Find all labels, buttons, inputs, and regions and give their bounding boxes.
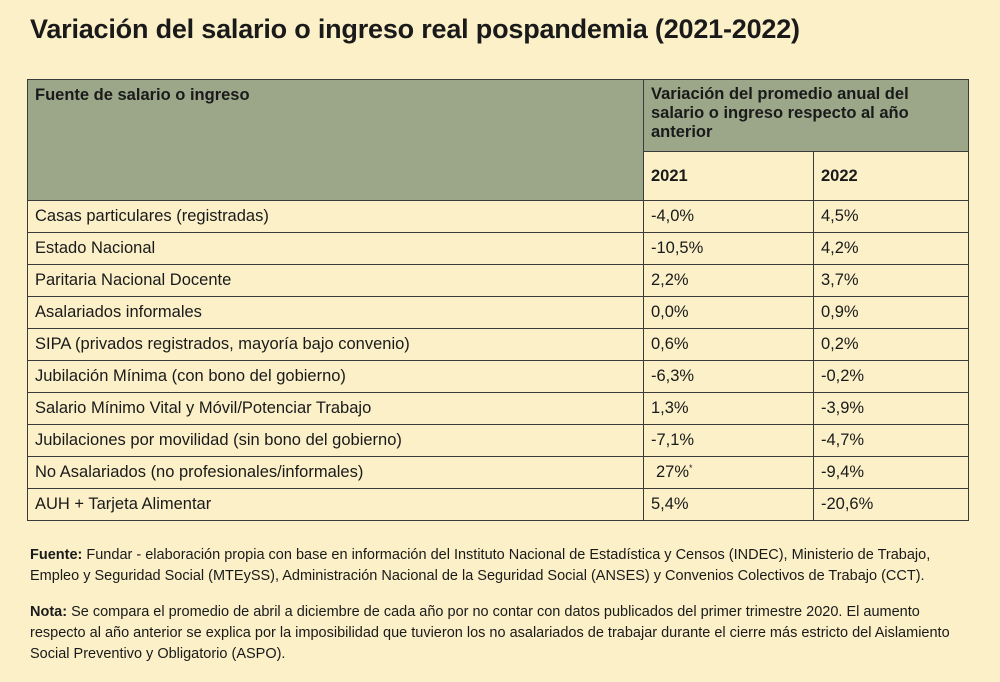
table-header-row: Fuente de salario o ingreso Variación de… [27,79,969,201]
cell-2022: 0,9% [813,296,969,329]
value-2021: 0,0% [651,303,689,321]
table-row: Estado Nacional -10,5% 4,2% [27,232,969,265]
table-row: Asalariados informales 0,0% 0,9% [27,296,969,329]
cell-2021: -4,0% [643,200,814,233]
cell-2021: 2,2% [643,264,814,297]
cell-2022: 4,5% [813,200,969,233]
cell-2022: -3,9% [813,392,969,425]
source-note-label: Fuente: [30,547,83,563]
value-2021: -10,5% [651,239,704,257]
cell-2022: -0,2% [813,360,969,393]
cell-2021: -7,1% [643,424,814,457]
cell-2022: -20,6% [813,488,969,521]
cell-source: SIPA (privados registrados, mayoría bajo… [27,328,644,361]
explanatory-note-label: Nota: [30,604,68,620]
table-year-row: 2021 2022 [28,151,969,201]
table-row: Paritaria Nacional Docente 2,2% 3,7% [27,264,969,297]
cell-2022: 3,7% [813,264,969,297]
cell-2022: -4,7% [813,424,969,457]
cell-source: AUH + Tarjeta Alimentar [27,488,644,521]
cell-2021: -6,3% [643,360,814,393]
cell-source: Salario Mínimo Vital y Móvil/Potenciar T… [27,392,644,425]
header-variation: Variación del promedio anual del salario… [643,79,969,152]
cell-2021: 5,4% [643,488,814,521]
table-row: AUH + Tarjeta Alimentar 5,4% -20,6% [27,488,969,521]
header-year-2021: 2021 [643,151,814,201]
footnote-mark: * [689,463,693,473]
cell-source: Paritaria Nacional Docente [27,264,644,297]
value-2021: 27% [656,463,690,481]
value-2021: 2,2% [651,271,689,289]
page-title: Variación del salario o ingreso real pos… [30,14,800,44]
value-2021: -4,0% [651,207,695,225]
cell-2022: 4,2% [813,232,969,265]
cell-source: Estado Nacional [27,232,644,265]
header-source: Fuente de salario o ingreso [27,79,644,201]
cell-source: Asalariados informales [27,296,644,329]
value-2021: -6,3% [651,367,695,385]
cell-2022: -9,4% [813,456,969,489]
salary-table: Fuente de salario o ingreso Variación de… [27,79,969,521]
cell-source: Casas particulares (registradas) [27,200,644,233]
cell-2022: 0,2% [813,328,969,361]
source-note-text: Fundar - elaboración propia con base en … [30,547,931,584]
cell-2021: 27%* [643,456,814,489]
value-2021: -7,1% [651,431,695,449]
table-row: SIPA (privados registrados, mayoría bajo… [27,328,969,361]
table-row: Jubilación Mínima (con bono del gobierno… [27,360,969,393]
explanatory-note: Nota: Se compara el promedio de abril a … [30,602,970,665]
table-row: Jubilaciones por movilidad (sin bono del… [27,424,969,457]
cell-2021: 0,0% [643,296,814,329]
cell-2021: 1,3% [643,392,814,425]
table-row: Casas particulares (registradas) -4,0% 4,5… [27,200,969,233]
cell-source: Jubilación Mínima (con bono del gobierno… [27,360,644,393]
cell-2021: -10,5% [643,232,814,265]
cell-2021: 0,6% [643,328,814,361]
explanatory-note-text: Se compara el promedio de abril a diciem… [30,604,950,662]
table-row: No Asalariados (no profesionales/informa… [27,456,969,489]
header-year-2022: 2022 [813,151,969,201]
table-row: Salario Mínimo Vital y Móvil/Potenciar T… [27,392,969,425]
cell-source: Jubilaciones por movilidad (sin bono del… [27,424,644,457]
value-2021: 1,3% [651,399,689,417]
value-2021: 0,6% [651,335,689,353]
value-2021: 5,4% [651,495,689,513]
cell-source: No Asalariados (no profesionales/informa… [27,456,644,489]
source-note: Fuente: Fundar - elaboración propia con … [30,545,970,587]
